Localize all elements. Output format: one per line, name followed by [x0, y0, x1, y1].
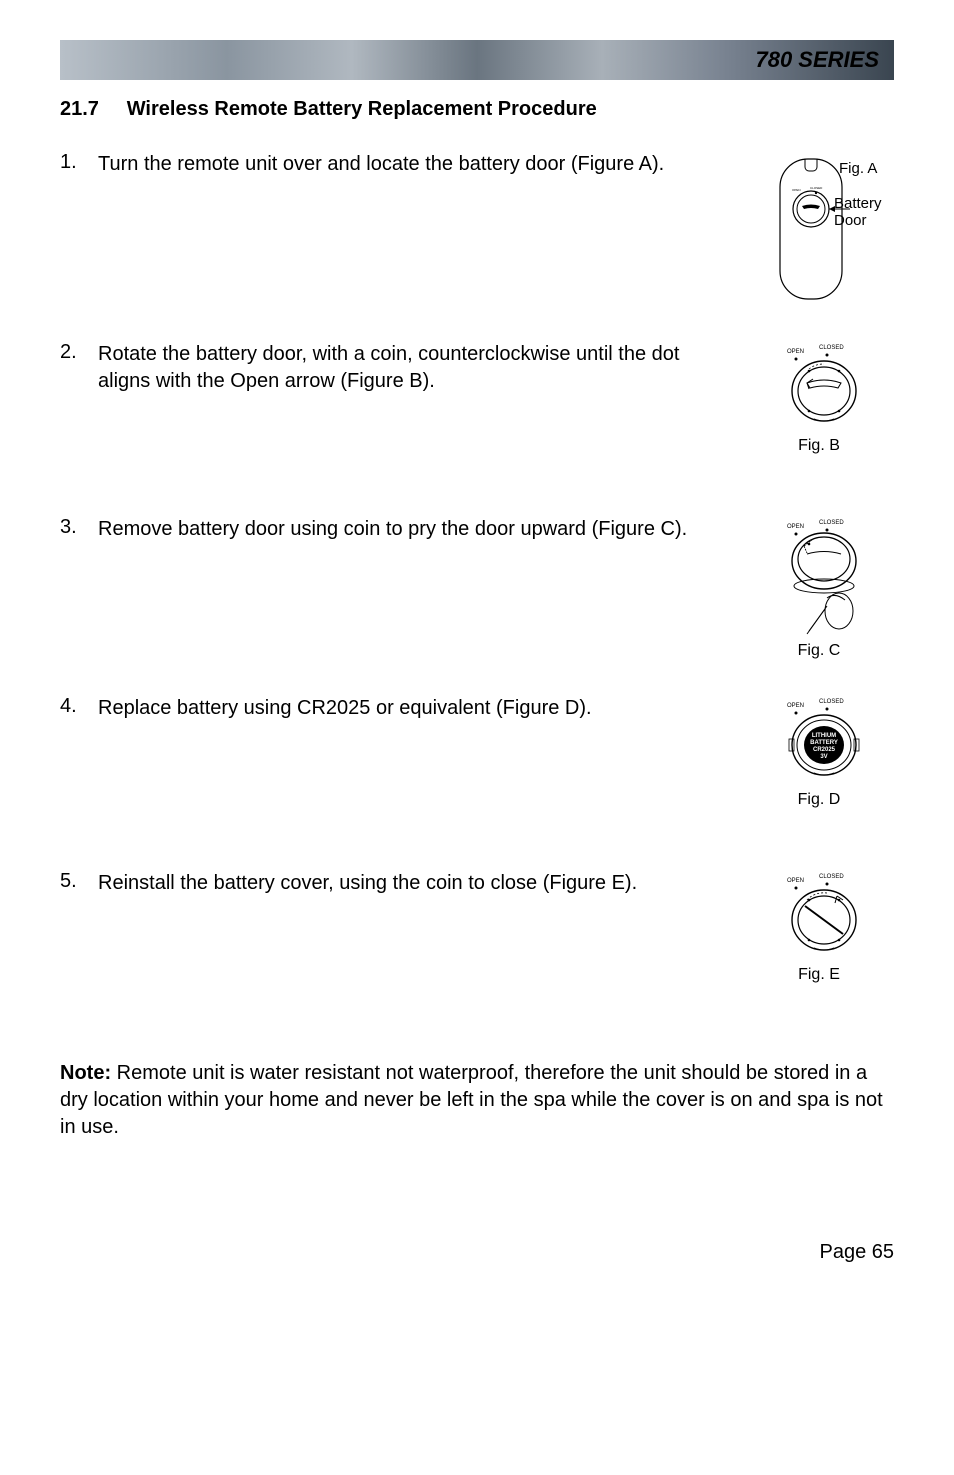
battery-door-label: Battery Door: [834, 196, 882, 229]
fig-c-caption: Fig. C: [798, 642, 841, 660]
figure-a: OPEN CLOSED Fig. A Battery Door: [744, 151, 894, 306]
step-number: 5.: [60, 870, 98, 893]
note-label: Note:: [60, 1062, 111, 1084]
step-number: 3.: [60, 516, 98, 539]
series-banner: 780 SERIES: [60, 40, 894, 80]
step-number: 1.: [60, 151, 98, 174]
fig-e-caption: Fig. E: [798, 966, 840, 984]
close-door-icon: OPEN CLOSED: [769, 870, 869, 960]
step-text: Remove battery door using coin to pry th…: [98, 516, 744, 543]
step-text: Reinstall the battery cover, using the c…: [98, 870, 744, 897]
fig-b-caption: Fig. B: [798, 437, 840, 455]
fig-d-caption: Fig. D: [798, 791, 841, 809]
step-number: 2.: [60, 341, 98, 364]
open-label: OPEN: [787, 524, 804, 530]
open-label: OPEN: [787, 878, 804, 884]
step-text: Turn the remote unit over and locate the…: [98, 151, 744, 178]
figure-e: OPEN CLOSED Fig. E: [744, 870, 894, 984]
step-1: 1. Turn the remote unit over and locate …: [60, 151, 894, 306]
closed-label: CLOSED: [819, 874, 844, 880]
closed-label: CLOSED: [810, 186, 823, 190]
closed-label: CLOSED: [819, 520, 844, 526]
section-title: 21.7 Wireless Remote Battery Replacement…: [60, 98, 894, 121]
figure-d: OPEN CLOSED LITHIUM BATTERY CR2025 3V Fi…: [744, 695, 894, 809]
step-4: 4. Replace battery using CR2025 or equiv…: [60, 695, 894, 835]
note-text: Remote unit is water resistant not water…: [60, 1062, 883, 1138]
closed-label: CLOSED: [819, 699, 844, 705]
series-label: 780 SERIES: [755, 47, 879, 73]
battery-text-4: 3V: [820, 754, 827, 760]
figure-c: OPEN CLOSED Fig. C: [744, 516, 894, 660]
step-number: 4.: [60, 695, 98, 718]
step-2: 2. Rotate the battery door, with a coin,…: [60, 341, 894, 481]
rotate-door-icon: OPEN CLOSED: [769, 341, 869, 431]
step-text: Rotate the battery door, with a coin, co…: [98, 341, 744, 395]
battery-text-2: BATTERY: [810, 740, 838, 746]
note-block: Note: Remote unit is water resistant not…: [60, 1060, 894, 1141]
battery-icon: OPEN CLOSED LITHIUM BATTERY CR2025 3V: [769, 695, 869, 785]
battery-text-3: CR2025: [813, 747, 836, 753]
step-3: 3. Remove battery door using coin to pry…: [60, 516, 894, 660]
section-number: 21.7: [60, 98, 99, 120]
battery-text-1: LITHIUM: [812, 733, 836, 739]
open-label: OPEN: [787, 349, 804, 355]
page-footer: Page 65: [60, 1241, 894, 1264]
open-label: OPEN: [792, 188, 801, 192]
fig-a-caption: Fig. A: [839, 161, 877, 178]
step-text: Replace battery using CR2025 or equivale…: [98, 695, 744, 722]
pry-door-icon: OPEN CLOSED: [769, 516, 869, 636]
closed-label: CLOSED: [819, 345, 844, 351]
open-label: OPEN: [787, 703, 804, 709]
step-5: 5. Reinstall the battery cover, using th…: [60, 870, 894, 1010]
figure-b: OPEN CLOSED Fig. B: [744, 341, 894, 455]
section-heading: Wireless Remote Battery Replacement Proc…: [127, 98, 597, 120]
